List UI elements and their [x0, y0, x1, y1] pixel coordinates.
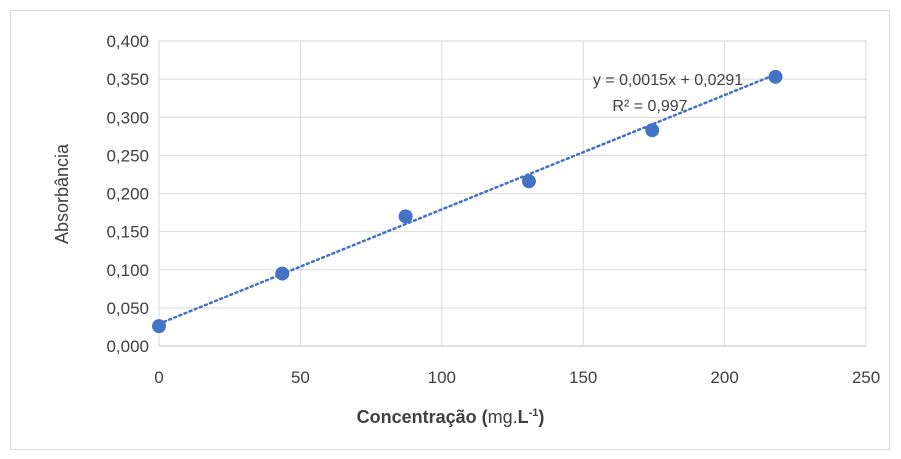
y-tick-label: 0,150	[106, 223, 149, 242]
y-tick-label: 0,050	[106, 299, 149, 318]
x-tick-label: 50	[291, 368, 310, 387]
y-tick-label: 0,250	[106, 146, 149, 165]
data-point	[645, 123, 660, 138]
x-tick-label: 100	[428, 368, 456, 387]
x-tick-label: 0	[154, 368, 163, 387]
trendline-group	[157, 73, 777, 326]
x-tick-label: 150	[569, 368, 597, 387]
data-point	[768, 69, 783, 84]
data-points	[152, 69, 783, 334]
y-tick-label: 0,200	[106, 185, 149, 204]
y-tick-label: 0,350	[106, 70, 149, 89]
grid-lines	[158, 40, 867, 347]
data-point	[521, 174, 536, 189]
x-title-part3: L	[517, 407, 529, 427]
y-tick-label: 0,100	[106, 261, 149, 280]
x-axis-title: Concentração (mg.L-1)	[0, 407, 901, 428]
trendline	[157, 73, 777, 326]
x-tick-label: 200	[710, 368, 738, 387]
chart-frame	[10, 10, 890, 450]
y-tick-label: 0,300	[106, 108, 149, 127]
x-title-sup: -1	[528, 407, 539, 419]
y-axis-title: Absorbância	[52, 143, 72, 244]
x-title-part1: Concentração (	[356, 407, 488, 427]
x-tick-labels: 0 50 100 150 200 250	[154, 368, 880, 387]
data-point	[398, 209, 413, 224]
y-tick-label: 0,000	[106, 337, 149, 356]
data-point	[275, 266, 290, 281]
x-title-part4: )	[538, 407, 545, 427]
x-title-part2: mg.	[487, 407, 518, 427]
x-tick-label: 250	[852, 368, 880, 387]
data-point	[152, 319, 166, 334]
y-tick-labels: 0,000 0,050 0,100 0,150 0,200 0,250 0,300 0,350…	[106, 32, 149, 356]
trendline-equation: y = 0,0015x + 0,0291	[593, 72, 743, 89]
y-tick-label: 0,400	[106, 32, 149, 51]
trendline-r2: R² = 0,997	[612, 98, 687, 115]
